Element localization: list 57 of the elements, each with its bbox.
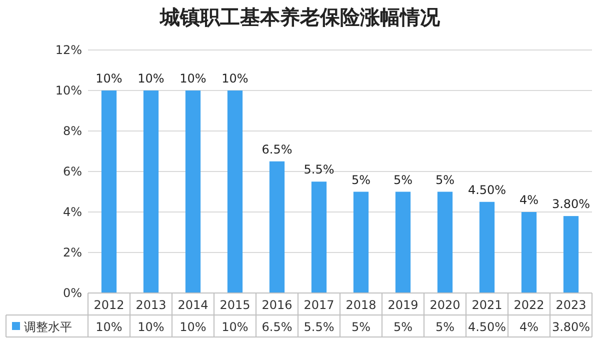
data-label: 10% (138, 320, 164, 334)
x-tick-label: 2023 (556, 298, 586, 312)
text: 6.5% (262, 142, 292, 156)
data-label: 4% (519, 320, 539, 334)
bar (353, 192, 369, 293)
data-label: 5.5% (304, 320, 334, 334)
text: 5% (393, 172, 413, 187)
text: 10% (222, 72, 248, 86)
bar (227, 90, 243, 293)
x-tick-label: 2018 (346, 298, 376, 312)
text: 4% (519, 193, 539, 207)
text: 4.50% (468, 182, 506, 197)
data-label: 3.80% (552, 320, 590, 334)
chart-title: 城镇职工基本养老保险涨幅情况 (159, 5, 441, 29)
x-tick-label: 2014 (178, 298, 208, 312)
x-tick-label: 2016 (262, 298, 292, 312)
text: 5% (435, 172, 455, 187)
x-tick-label: 2015 (220, 298, 250, 312)
y-tick-label: 4% (62, 205, 82, 219)
x-tick-label: 2013 (136, 298, 166, 312)
text: 3.80% (552, 197, 590, 212)
data-label: 10% (222, 320, 248, 334)
y-tick-label: 6% (62, 164, 82, 178)
data-label: 4.50% (468, 320, 506, 334)
data-label: 5% (393, 320, 413, 334)
data-label: 10% (180, 320, 206, 334)
y-tick-label: 0% (62, 286, 82, 300)
text: 5% (351, 172, 371, 187)
x-tick-label: 2019 (388, 298, 418, 312)
data-label: 5% (351, 320, 371, 334)
bar (521, 212, 537, 293)
y-tick-label: 12% (55, 43, 82, 57)
data-label: 5% (435, 320, 455, 334)
text: 10% (180, 72, 206, 86)
bar (185, 90, 201, 293)
bar (437, 192, 453, 293)
text: 5.5% (304, 162, 334, 177)
bar (563, 216, 579, 293)
bar (479, 202, 495, 293)
data-label: 6.5% (262, 320, 292, 334)
x-tick-label: 2022 (514, 298, 544, 312)
bar (143, 90, 159, 293)
x-tick-label: 2021 (472, 298, 502, 312)
text: 10% (96, 72, 122, 86)
data-label: 10% (96, 320, 122, 334)
text: 10% (138, 72, 164, 86)
x-tick-label: 2012 (94, 298, 124, 312)
bar (101, 90, 117, 293)
legend-label: 调整水平 (24, 320, 72, 334)
x-tick-label: 2020 (430, 298, 460, 312)
bar (395, 192, 411, 293)
y-tick-label: 10% (55, 84, 82, 98)
y-tick-label: 2% (62, 246, 82, 260)
bar (269, 161, 285, 293)
bar (311, 182, 327, 293)
x-tick-label: 2017 (304, 298, 334, 312)
y-tick-label: 8% (62, 124, 82, 138)
